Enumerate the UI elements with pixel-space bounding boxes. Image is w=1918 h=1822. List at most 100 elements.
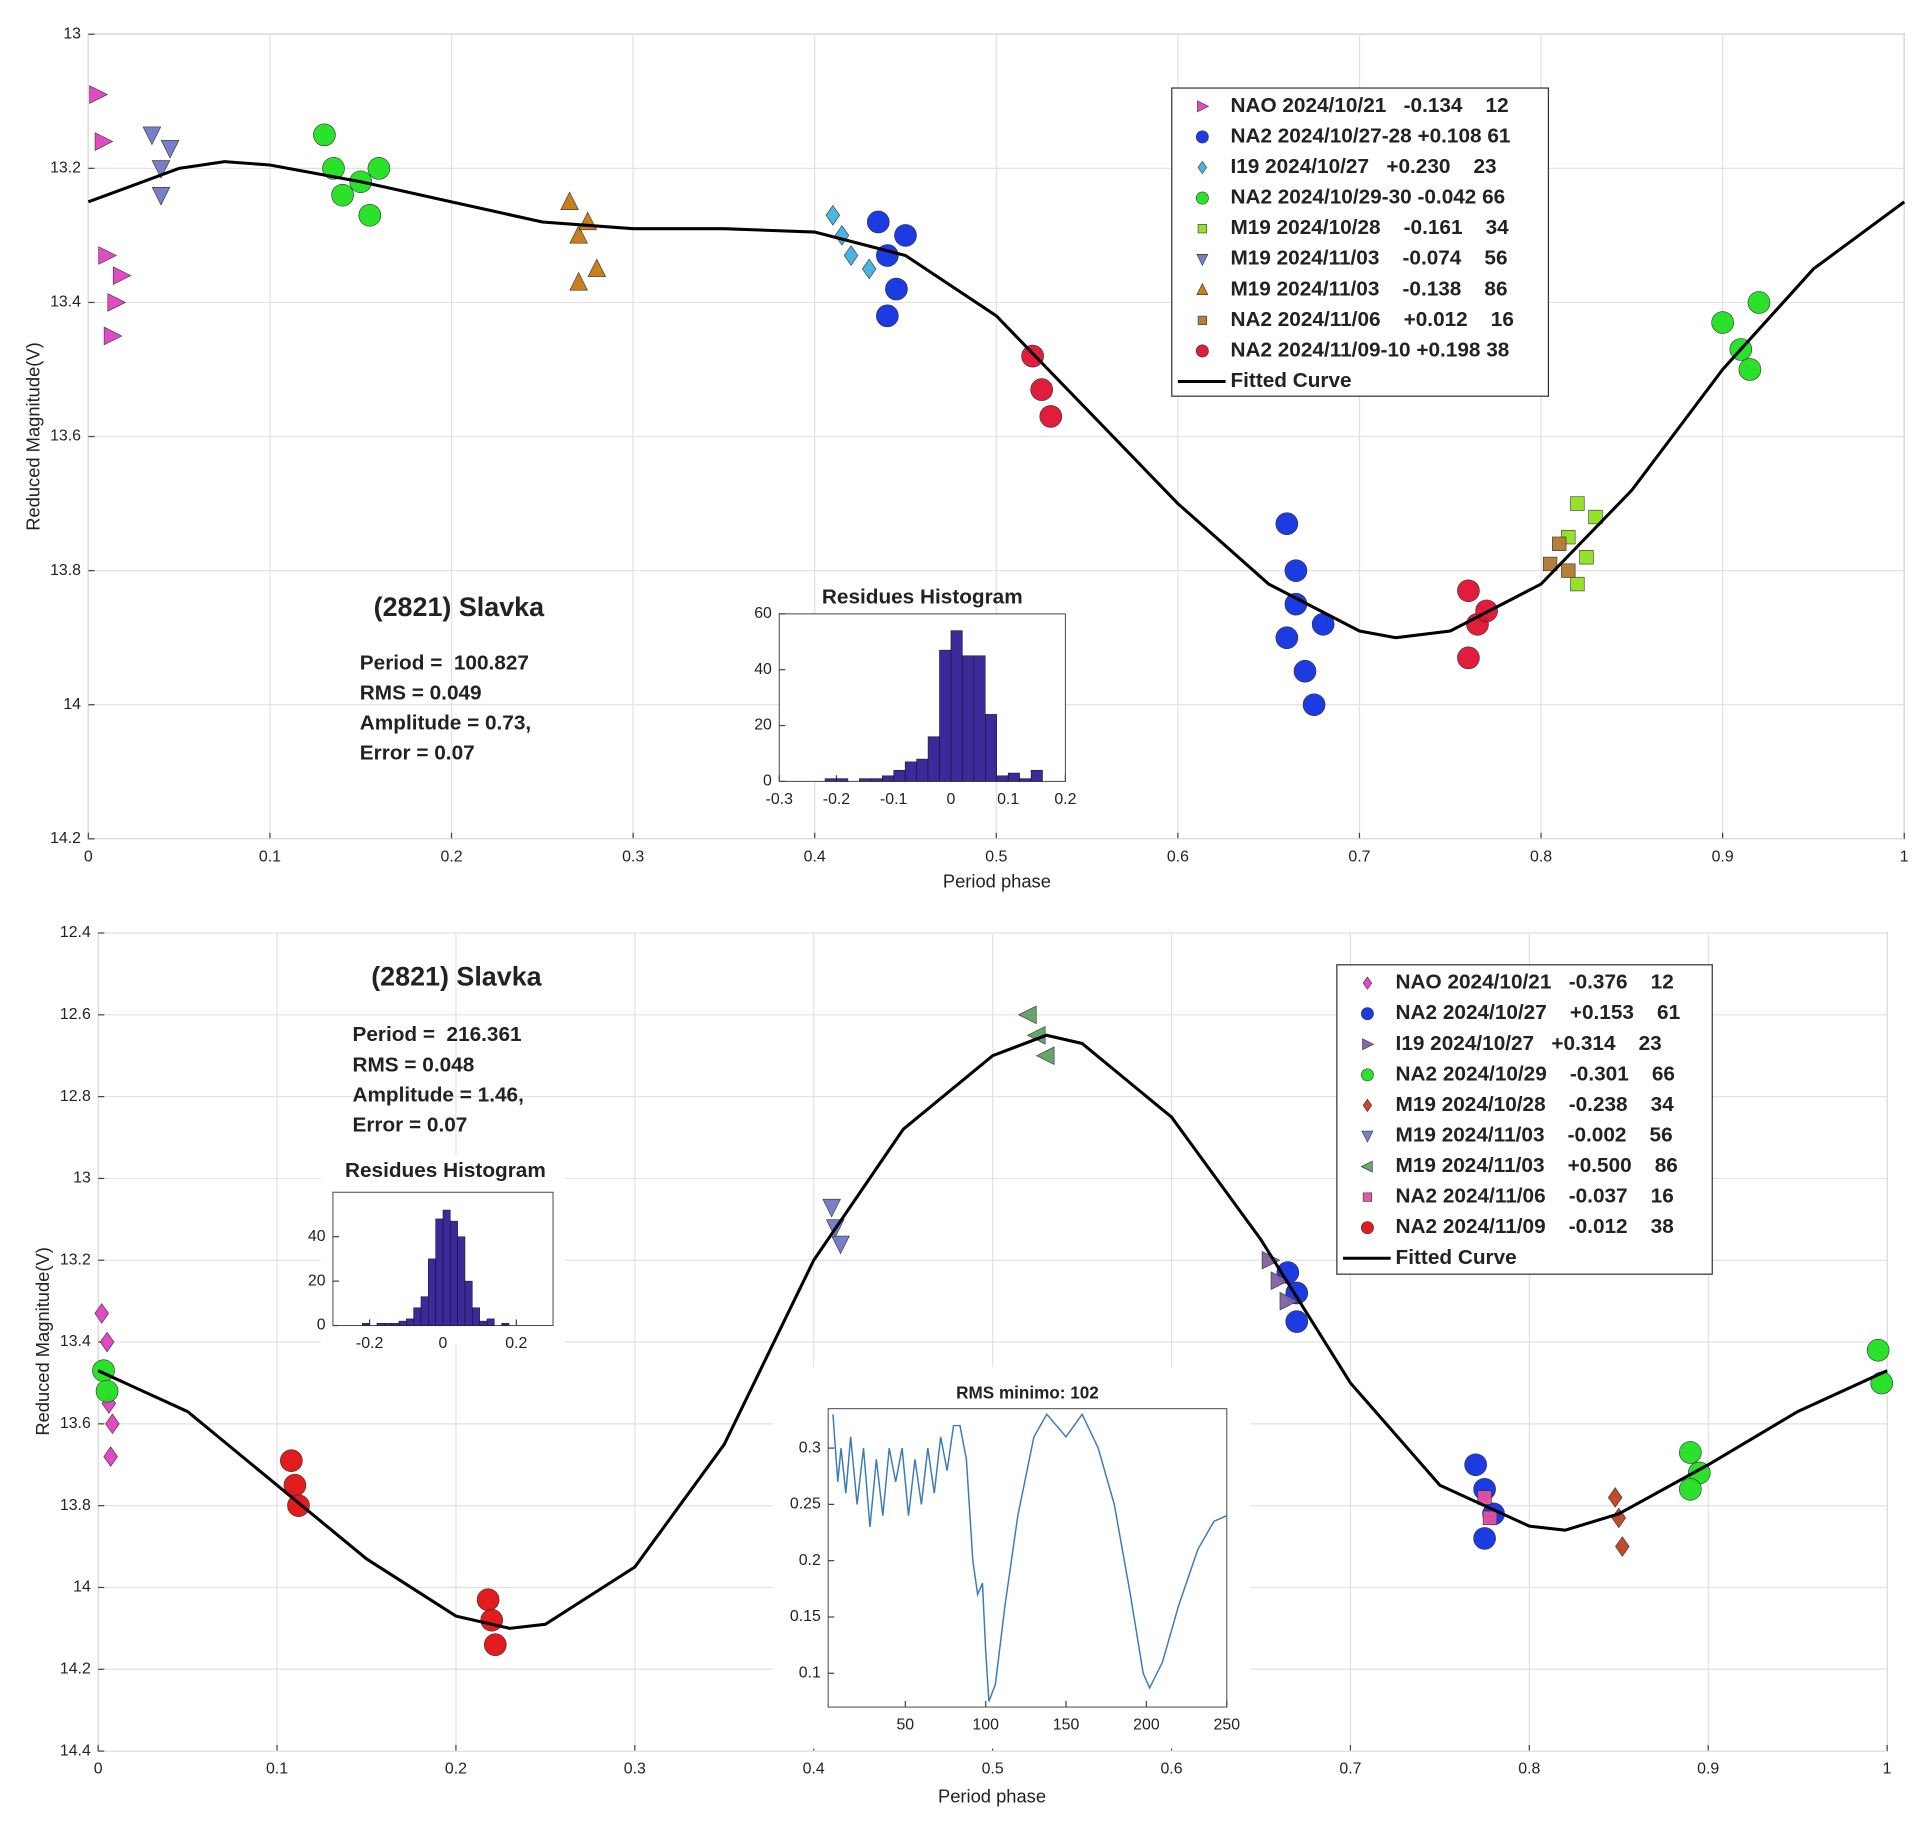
y-tick-label: 12.8 <box>60 1088 91 1105</box>
data-point <box>280 1449 303 1472</box>
histogram-bar <box>996 775 1009 782</box>
histogram-bar <box>398 1320 407 1326</box>
data-point <box>94 132 114 151</box>
histogram-bar <box>501 1323 510 1326</box>
legend-marker <box>1197 160 1207 175</box>
annotation: RMS = 0.048 <box>352 1053 474 1076</box>
legend-marker <box>1362 1192 1373 1202</box>
x-tick-label: 100 <box>972 1717 999 1734</box>
plot-area <box>827 1408 1228 1708</box>
data-point <box>1570 496 1585 511</box>
data-point <box>1035 1046 1055 1066</box>
histogram-bar <box>893 769 906 782</box>
histogram-bar <box>870 778 883 782</box>
annotation: Error = 0.07 <box>352 1113 467 1136</box>
legend-marker <box>1197 100 1210 113</box>
data-point <box>569 224 588 244</box>
data-point <box>1711 311 1734 334</box>
legend-label: M19 2024/11/03 -0.002 56 <box>1396 1123 1673 1146</box>
y-tick-label: 13.2 <box>50 160 81 177</box>
histogram-bar <box>384 1323 392 1326</box>
legend-label: M19 2024/11/03 -0.138 86 <box>1230 277 1507 300</box>
data-point <box>1579 550 1594 565</box>
histogram-bar <box>973 655 986 782</box>
x-tick-label: 0 <box>439 1335 448 1352</box>
y-tick-label: 14 <box>63 696 81 713</box>
data-point <box>1738 358 1762 381</box>
x-tick-label: 0.6 <box>1160 1761 1182 1778</box>
annotation: Amplitude = 1.46, <box>352 1083 523 1106</box>
x-tick-label: 0.1 <box>266 1761 288 1778</box>
legend-marker <box>1360 1160 1373 1173</box>
data-point <box>1270 1271 1290 1290</box>
x-tick-label: 50 <box>896 1717 914 1734</box>
y-tick-label: 13 <box>63 25 81 42</box>
fitted-curve <box>97 1033 1888 1630</box>
x-tick-label: 250 <box>1214 1717 1241 1734</box>
y-tick-label: 0 <box>317 1317 326 1334</box>
data-point <box>480 1608 504 1632</box>
data-point <box>861 258 877 280</box>
data-point <box>1866 1338 1890 1362</box>
annotation: Error = 0.07 <box>360 742 475 765</box>
data-point <box>1570 576 1585 592</box>
y-axis-label: Reduced Magnitude(V) <box>22 342 43 530</box>
histogram-bar <box>472 1307 480 1326</box>
histogram-bar <box>428 1258 436 1326</box>
data-point <box>1588 509 1603 525</box>
legend-box <box>1171 87 1550 397</box>
histogram-bar <box>391 1323 400 1326</box>
data-point <box>322 157 345 180</box>
x-tick-label: 0.2 <box>445 1761 467 1778</box>
x-tick-label: 0.6 <box>1167 848 1189 865</box>
annotation: Amplitude = 0.73, <box>360 712 531 735</box>
data-point <box>94 1303 109 1324</box>
data-point <box>1552 536 1567 551</box>
plot-area <box>778 613 1066 782</box>
data-point <box>1039 405 1063 428</box>
data-point <box>160 140 180 159</box>
y-tick-label: 40 <box>308 1228 326 1245</box>
y-axis-label: Reduced Magnitude(V) <box>32 1247 53 1435</box>
data-point <box>313 123 336 147</box>
histogram-bar <box>420 1296 429 1326</box>
y-tick-label: 13.6 <box>50 428 81 445</box>
data-point <box>1464 1453 1487 1477</box>
histogram-bar <box>450 1220 458 1326</box>
data-point <box>1457 646 1480 670</box>
legend-label: NA2 2024/10/29-30 -0.042 66 <box>1230 186 1505 209</box>
legend-label: NA2 2024/11/09-10 +0.198 38 <box>1230 338 1509 361</box>
legend-label: NA2 2024/11/06 +0.012 16 <box>1230 308 1513 331</box>
y-tick-label: 0 <box>763 773 772 790</box>
x-tick-label: 0 <box>84 848 93 865</box>
y-tick-label: 13.8 <box>60 1497 91 1514</box>
x-tick-label: 0 <box>94 1761 103 1778</box>
x-tick-label: 0 <box>947 791 956 808</box>
legend-label: Fitted Curve <box>1230 369 1351 392</box>
data-point <box>476 1588 500 1612</box>
x-tick-label: -0.2 <box>356 1335 384 1352</box>
histogram-bar <box>479 1320 488 1326</box>
data-point <box>112 266 132 285</box>
legend-label: NA2 2024/10/27 +0.153 61 <box>1396 1001 1681 1024</box>
y-tick-label: 14.2 <box>50 830 81 847</box>
data-point <box>89 85 108 104</box>
data-point <box>1561 563 1576 578</box>
data-point <box>483 1633 507 1657</box>
x-tick-label: 0.5 <box>982 1761 1004 1778</box>
x-tick-label: 0.4 <box>803 1761 825 1778</box>
data-point <box>103 1446 118 1467</box>
legend-marker <box>1197 315 1207 325</box>
x-tick-label: 0.9 <box>1712 848 1734 865</box>
data-point <box>107 293 127 312</box>
legend-marker <box>1195 130 1209 144</box>
y-tick-label: 14.2 <box>60 1660 91 1677</box>
inset-title: Residues Histogram <box>345 1159 546 1182</box>
data-point <box>843 245 859 266</box>
data-point <box>1302 693 1326 717</box>
x-axis-label: Period phase <box>938 1785 1046 1806</box>
data-point <box>142 126 162 146</box>
data-point <box>358 203 382 227</box>
rms-line <box>832 1412 1228 1702</box>
